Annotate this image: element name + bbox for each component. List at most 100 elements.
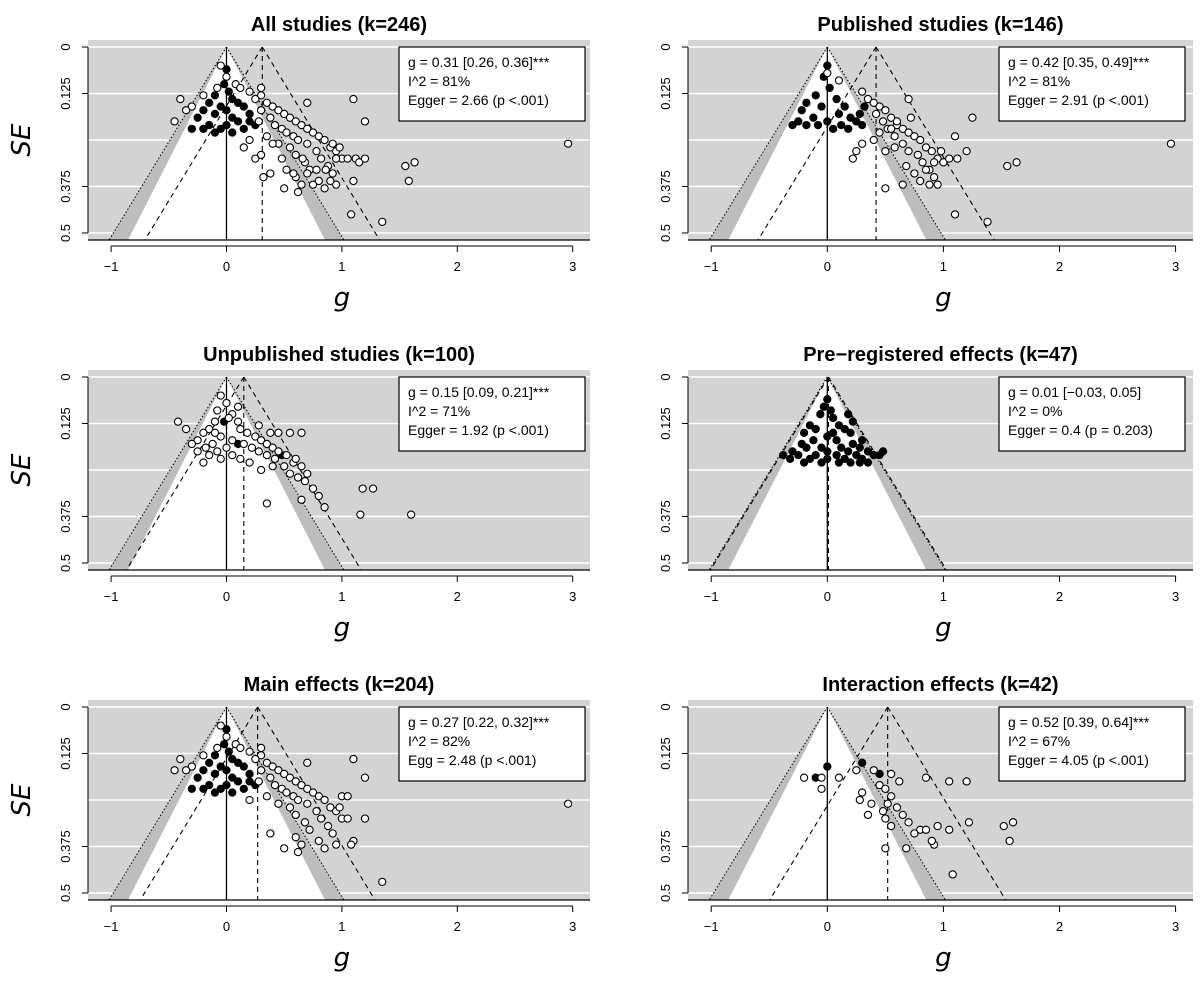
data-point-open xyxy=(297,840,306,849)
data-point-filled xyxy=(239,102,248,111)
data-point-open xyxy=(256,436,266,445)
funnel-dotted-line xyxy=(708,706,828,900)
y-tick-label: 0.5 xyxy=(658,224,673,242)
data-point-open xyxy=(262,499,272,508)
data-point-open xyxy=(293,187,303,197)
data-point-open xyxy=(291,150,300,160)
data-point-open xyxy=(199,751,208,760)
y-axis-label: SE xyxy=(7,123,37,157)
data-point-open xyxy=(266,829,275,838)
data-point-open xyxy=(245,747,254,756)
data-point-filled xyxy=(216,102,225,111)
data-point-open xyxy=(404,176,413,186)
data-point-open xyxy=(869,766,878,775)
x-tick-label: −1 xyxy=(104,259,119,274)
data-point-filled xyxy=(834,421,844,430)
data-point-open xyxy=(312,147,321,156)
data-point-open xyxy=(349,754,358,764)
x-tick-label: 1 xyxy=(940,919,947,934)
data-point-open xyxy=(910,829,919,838)
data-point-filled xyxy=(816,410,825,419)
data-point-open xyxy=(305,825,314,834)
data-point-open xyxy=(863,94,873,104)
data-point-open xyxy=(378,217,387,226)
data-point-open xyxy=(170,117,179,126)
data-point-filled xyxy=(840,424,849,434)
stats-line: g = 0.27 [0.22, 0.32]*** xyxy=(408,714,550,730)
data-point-open xyxy=(331,840,341,849)
data-point-filled xyxy=(823,117,832,126)
data-point-open xyxy=(239,439,248,449)
data-point-open xyxy=(834,773,844,782)
data-point-open xyxy=(222,732,231,741)
data-point-open xyxy=(863,810,873,820)
data-point-open xyxy=(254,421,263,430)
data-point-filled xyxy=(857,436,867,445)
data-point-filled xyxy=(210,788,220,797)
data-point-open xyxy=(282,450,291,460)
stats-line: g = 0.01 [−0.03, 0.05] xyxy=(1008,384,1141,400)
data-point-open xyxy=(303,124,312,133)
data-point-filled xyxy=(222,106,231,115)
data-point-open xyxy=(259,173,268,182)
funnel-dotted-line xyxy=(108,46,227,240)
data-point-filled xyxy=(210,751,220,760)
data-point-filled xyxy=(878,447,888,456)
data-point-open xyxy=(193,447,202,456)
data-point-filled xyxy=(205,758,214,767)
data-point-open xyxy=(256,83,266,93)
data-point-filled xyxy=(832,450,841,460)
data-point-filled xyxy=(210,769,220,779)
data-point-open xyxy=(270,120,280,130)
data-point-open xyxy=(910,132,919,141)
data-point-open xyxy=(563,139,573,148)
data-point-filled xyxy=(863,447,873,456)
data-point-open xyxy=(254,447,263,456)
data-point-open xyxy=(904,147,913,156)
data-point-open xyxy=(898,810,907,820)
funnel-panel-4: 0 0.125 0.375 0.5 −1 0 1 2 3 Pre−registered effec… xyxy=(658,344,1193,643)
data-point-open xyxy=(933,821,942,831)
data-point-open xyxy=(181,766,191,775)
data-point-filled xyxy=(222,120,231,130)
funnel-dotted-line xyxy=(226,46,345,240)
y-tick-label: 0 xyxy=(58,373,73,380)
x-tick-label: 1 xyxy=(338,919,345,934)
data-point-open xyxy=(406,510,416,519)
data-point-open xyxy=(910,169,919,178)
data-point-open xyxy=(254,777,263,786)
estimate-funnel-line xyxy=(144,46,263,240)
data-point-filled xyxy=(239,762,248,771)
data-point-open xyxy=(875,128,884,137)
data-point-open xyxy=(270,454,280,463)
data-point-open xyxy=(291,810,300,820)
data-point-open xyxy=(262,792,272,801)
y-tick-label: 0.125 xyxy=(658,737,673,770)
data-point-filled xyxy=(828,428,838,437)
data-point-open xyxy=(176,94,185,104)
funnel-panel-6: 0 0.125 0.375 0.5 −1 0 1 2 3 Interaction effects … xyxy=(658,674,1193,973)
data-point-open xyxy=(855,795,864,805)
y-tick-label: 0 xyxy=(658,43,673,50)
data-point-open xyxy=(936,147,946,156)
x-tick-label: 2 xyxy=(454,259,461,274)
data-point-open xyxy=(280,844,289,853)
data-point-open xyxy=(251,432,260,441)
x-tick-label: 1 xyxy=(338,259,345,274)
data-point-open xyxy=(280,184,289,193)
data-point-open xyxy=(916,176,925,186)
data-point-filled xyxy=(794,117,803,126)
data-point-open xyxy=(268,102,277,111)
data-point-filled xyxy=(855,458,864,467)
data-point-open xyxy=(852,147,861,156)
data-point-open xyxy=(355,158,364,167)
data-point-open xyxy=(213,83,222,93)
data-point-open xyxy=(236,743,245,753)
x-tick-label: 3 xyxy=(569,919,576,934)
data-point-filled xyxy=(233,98,243,107)
data-point-open xyxy=(251,154,260,163)
x-tick-label: 1 xyxy=(940,259,947,274)
data-point-open xyxy=(869,98,878,107)
data-point-filled xyxy=(823,432,832,441)
data-point-filled xyxy=(228,94,237,104)
